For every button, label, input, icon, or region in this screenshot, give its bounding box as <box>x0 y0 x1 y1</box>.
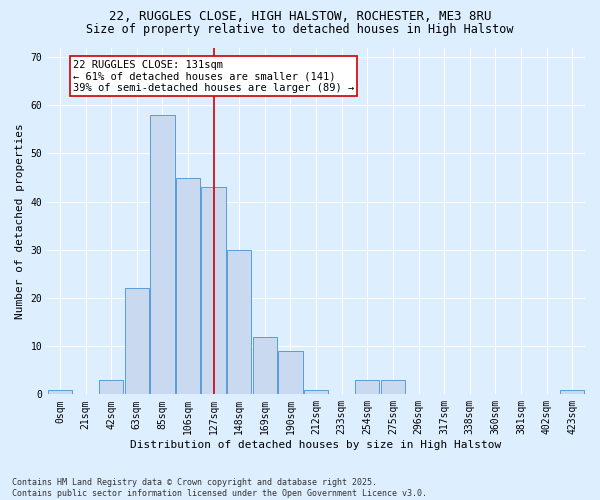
Bar <box>560 390 584 394</box>
Text: 22, RUGGLES CLOSE, HIGH HALSTOW, ROCHESTER, ME3 8RU: 22, RUGGLES CLOSE, HIGH HALSTOW, ROCHEST… <box>109 10 491 23</box>
Bar <box>99 380 124 394</box>
Text: Size of property relative to detached houses in High Halstow: Size of property relative to detached ho… <box>86 22 514 36</box>
Bar <box>150 115 175 394</box>
Text: Contains HM Land Registry data © Crown copyright and database right 2025.
Contai: Contains HM Land Registry data © Crown c… <box>12 478 427 498</box>
Bar <box>304 390 328 394</box>
Bar <box>125 288 149 395</box>
Bar <box>48 390 72 394</box>
Y-axis label: Number of detached properties: Number of detached properties <box>15 123 25 319</box>
Bar <box>381 380 405 394</box>
Bar <box>227 250 251 394</box>
Bar <box>253 336 277 394</box>
Bar <box>355 380 379 394</box>
Bar <box>202 187 226 394</box>
Bar <box>278 351 302 395</box>
Bar <box>176 178 200 394</box>
Text: 22 RUGGLES CLOSE: 131sqm
← 61% of detached houses are smaller (141)
39% of semi-: 22 RUGGLES CLOSE: 131sqm ← 61% of detach… <box>73 60 354 92</box>
X-axis label: Distribution of detached houses by size in High Halstow: Distribution of detached houses by size … <box>130 440 502 450</box>
